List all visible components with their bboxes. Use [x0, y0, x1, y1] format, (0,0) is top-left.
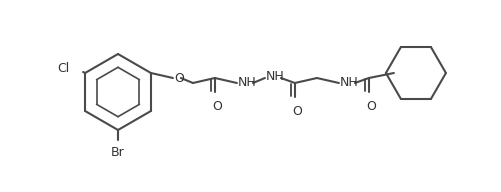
- Text: NH: NH: [266, 70, 285, 84]
- Text: NH: NH: [238, 75, 257, 89]
- Text: Br: Br: [111, 146, 125, 159]
- Text: O: O: [212, 100, 222, 113]
- Text: O: O: [366, 100, 376, 113]
- Text: NH: NH: [340, 75, 359, 89]
- Text: O: O: [292, 105, 302, 118]
- Text: O: O: [174, 71, 184, 84]
- Text: Cl: Cl: [57, 63, 69, 75]
